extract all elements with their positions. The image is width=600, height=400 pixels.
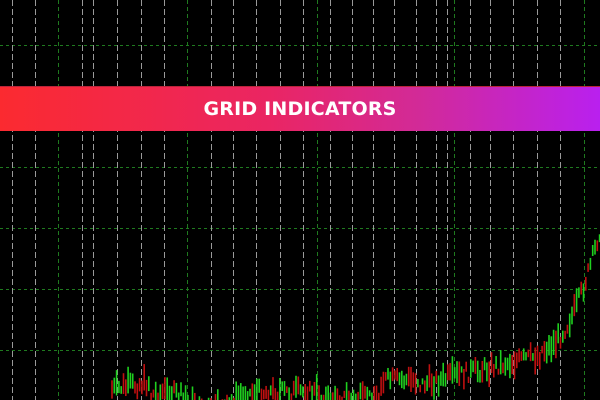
banner-title: GRID INDICATORS (203, 98, 397, 120)
title-banner: GRID INDICATORS (0, 86, 600, 131)
